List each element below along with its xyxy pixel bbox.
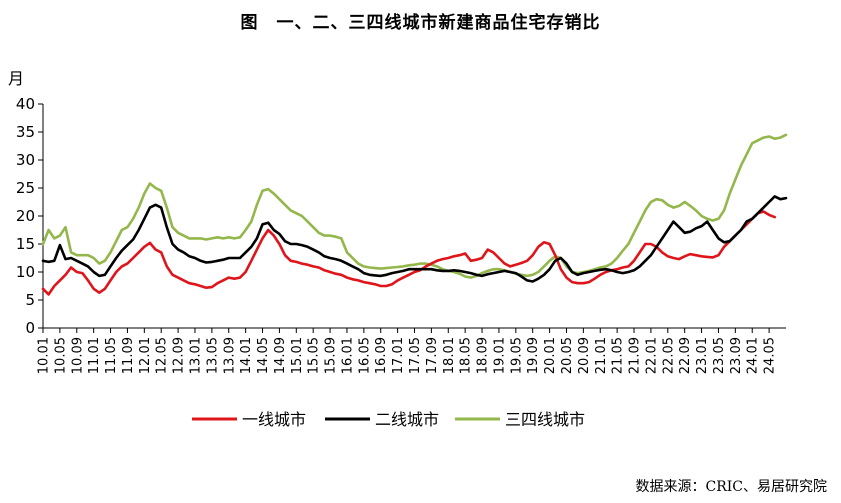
x-tick-label: 15.09 — [324, 337, 339, 374]
x-tick-label: 14.09 — [273, 337, 288, 374]
x-axis: 10.01 10.05 10.09 11.01 11.05 11.09 12.01 12.05… — [37, 327, 786, 374]
x-tick-label: 13.05 — [205, 337, 220, 374]
x-tick-label: 24.01 — [746, 337, 761, 374]
y-tick-label: 15 — [16, 235, 35, 253]
x-tick-label: 12.05 — [155, 337, 170, 374]
x-tick-label: 17.09 — [425, 337, 440, 374]
x-tick-label: 21.09 — [628, 337, 643, 374]
series-line-1 — [41, 210, 776, 296]
x-tick-label: 14.05 — [256, 337, 271, 374]
legend-label: 三四线城市 — [505, 410, 585, 429]
x-tick-label: 13.01 — [188, 337, 203, 374]
x-tick-label: 10.09 — [70, 337, 85, 374]
x-tick-label: 18.01 — [442, 337, 457, 374]
series-layer — [41, 133, 788, 296]
x-tick-label: 16.05 — [357, 337, 372, 374]
x-tick-label: 18.09 — [476, 337, 491, 374]
x-tick-label: 21.05 — [611, 337, 626, 374]
y-tick-label: 30 — [16, 151, 35, 169]
x-tick-label: 21.01 — [594, 337, 609, 374]
x-tick-label: 22.09 — [678, 337, 693, 374]
legend: 一线城市 二线城市 三四线城市 — [192, 410, 585, 429]
y-tick-label: 40 — [16, 95, 35, 113]
x-tick-label: 19.09 — [526, 337, 541, 374]
x-tick-label: 10.05 — [53, 337, 68, 374]
x-tick-label: 11.09 — [121, 337, 136, 374]
x-tick-label: 20.05 — [560, 337, 575, 374]
x-tick-label: 18.05 — [459, 337, 474, 374]
series-line-2 — [41, 195, 788, 283]
y-tick-label: 5 — [25, 291, 35, 309]
x-tick-label: 15.05 — [307, 337, 322, 374]
x-tick-label: 20.01 — [543, 337, 558, 374]
x-tick-label: 17.01 — [391, 337, 406, 374]
x-tick-label: 17.05 — [408, 337, 423, 374]
x-tick-label: 16.01 — [340, 337, 355, 374]
x-tick-label: 24.05 — [763, 337, 778, 374]
data-source-note: 数据来源：CRIC、易居研究院 — [635, 479, 828, 495]
x-tick-label: 16.09 — [374, 337, 389, 374]
x-tick-label: 10.01 — [37, 337, 52, 374]
x-tick-label: 13.09 — [222, 337, 237, 374]
y-axis-unit-label: 月 — [8, 69, 24, 88]
x-tick-label: 12.09 — [172, 337, 187, 374]
x-tick-label: 20.09 — [577, 337, 592, 374]
x-tick-label: 12.01 — [138, 337, 153, 374]
legend-label: 一线城市 — [242, 410, 306, 429]
y-axis: 0 5 10 15 20 25 30 35 40 — [16, 95, 44, 337]
x-tick-label: 15.01 — [290, 337, 305, 374]
y-tick-label: 0 — [25, 319, 35, 337]
legend-label: 二线城市 — [375, 410, 439, 429]
x-tick-label: 14.01 — [239, 337, 254, 374]
x-tick-label: 11.05 — [104, 337, 119, 374]
x-tick-label: 19.05 — [509, 337, 524, 374]
y-tick-label: 35 — [16, 123, 35, 141]
x-tick-label: 11.01 — [87, 337, 102, 374]
x-tick-label: 22.05 — [661, 337, 676, 374]
y-tick-label: 20 — [16, 207, 35, 225]
y-tick-label: 10 — [16, 263, 35, 281]
x-tick-label: 23.09 — [729, 337, 744, 374]
series-line-3 — [41, 133, 788, 279]
chart-title: 图 一、二、三四线城市新建商品住宅存销比 — [240, 13, 601, 33]
x-tick-label: 22.01 — [644, 337, 659, 374]
x-tick-label: 23.01 — [695, 337, 710, 374]
x-tick-label: 23.05 — [712, 337, 727, 374]
x-tick-label: 19.01 — [492, 337, 507, 374]
y-tick-label: 25 — [16, 179, 35, 197]
